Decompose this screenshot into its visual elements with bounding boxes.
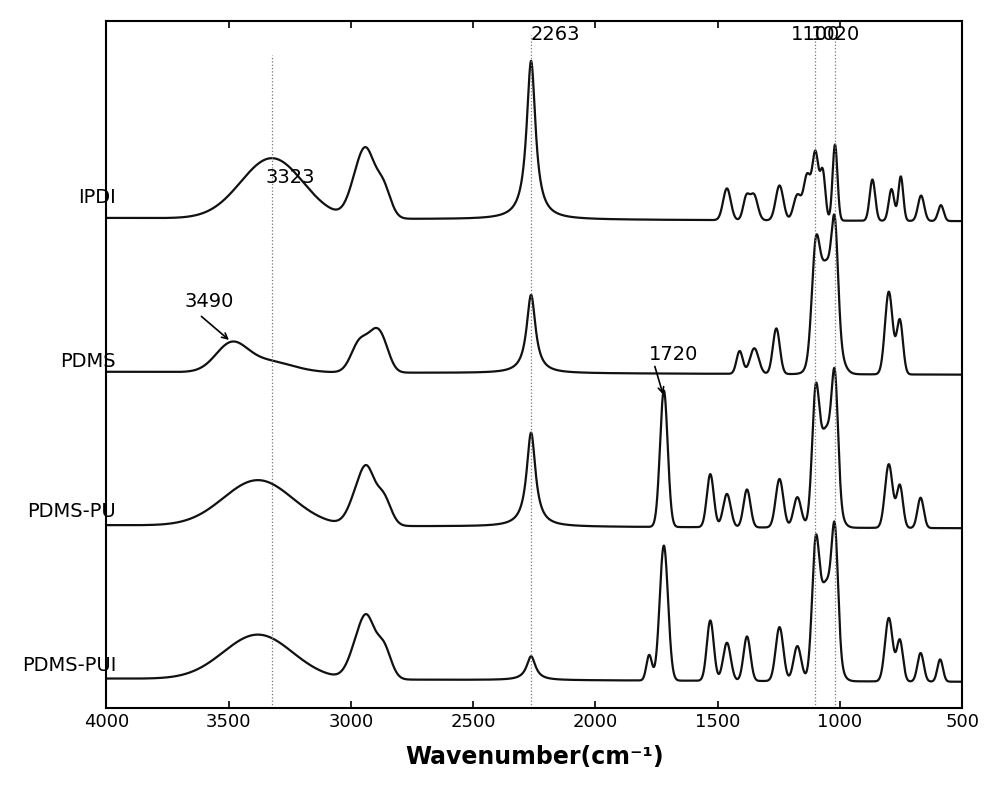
Text: PDMS-PU: PDMS-PU <box>27 502 116 521</box>
Text: PDMS: PDMS <box>61 352 116 371</box>
X-axis label: Wavenumber(cm⁻¹): Wavenumber(cm⁻¹) <box>405 745 664 769</box>
Text: 3323: 3323 <box>266 168 315 187</box>
Text: 1020: 1020 <box>810 25 860 44</box>
Text: 2263: 2263 <box>531 25 581 44</box>
Text: IPDI: IPDI <box>78 188 116 207</box>
Text: 3490: 3490 <box>185 292 234 311</box>
Text: 1720: 1720 <box>649 344 699 363</box>
Text: 1100: 1100 <box>791 25 840 44</box>
Text: PDMS-PUI: PDMS-PUI <box>22 656 116 675</box>
